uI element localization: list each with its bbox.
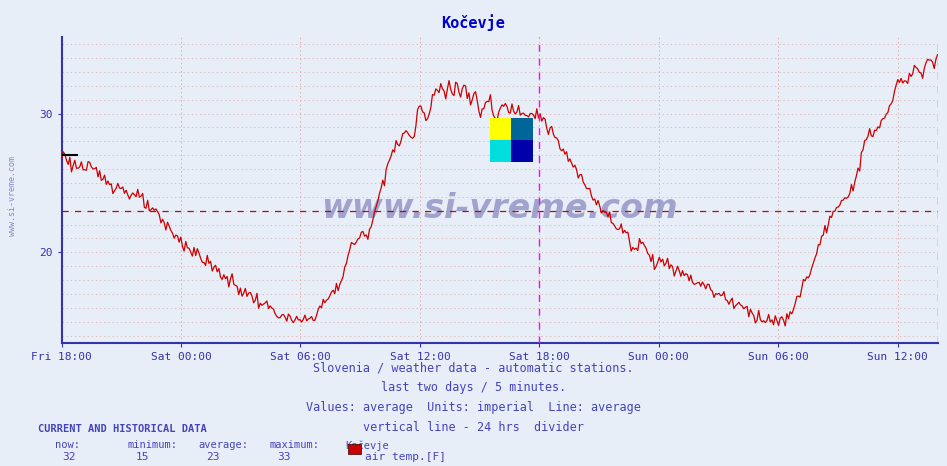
Text: www.si-vreme.com: www.si-vreme.com [8,156,17,236]
Text: Kočevje: Kočevje [346,440,389,451]
Bar [511,118,533,140]
Text: Kočevje: Kočevje [441,14,506,31]
Text: Values: average  Units: imperial  Line: average: Values: average Units: imperial Line: av… [306,401,641,414]
Text: 32: 32 [63,452,76,462]
Text: 33: 33 [277,452,291,462]
Text: vertical line - 24 hrs  divider: vertical line - 24 hrs divider [363,421,584,434]
Bar [511,140,533,162]
Text: minimum:: minimum: [128,440,178,450]
Text: Slovenia / weather data - automatic stations.: Slovenia / weather data - automatic stat… [313,361,634,374]
Bar [490,140,511,162]
Bar [490,118,511,140]
Text: CURRENT AND HISTORICAL DATA: CURRENT AND HISTORICAL DATA [38,424,206,434]
Text: now:: now: [55,440,80,450]
Text: 23: 23 [206,452,220,462]
Text: average:: average: [199,440,249,450]
Text: maximum:: maximum: [270,440,320,450]
Text: 15: 15 [135,452,149,462]
Text: last two days / 5 minutes.: last two days / 5 minutes. [381,381,566,394]
Text: www.si-vreme.com: www.si-vreme.com [321,192,678,225]
Text: air temp.[F]: air temp.[F] [365,452,446,462]
